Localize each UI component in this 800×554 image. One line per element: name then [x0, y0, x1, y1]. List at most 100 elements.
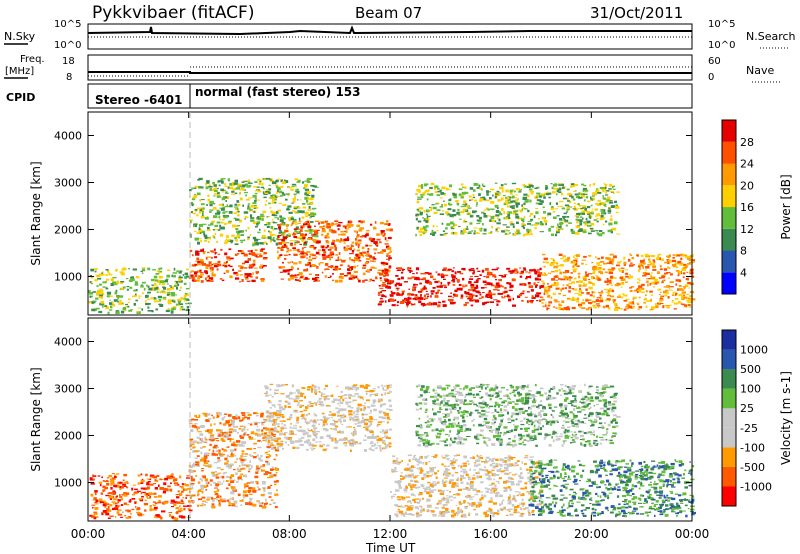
- x-tick-label: 12:00: [373, 527, 408, 541]
- colorbar-tick-label: 4: [740, 266, 747, 279]
- data-region: [377, 267, 545, 308]
- colorbar-tick-label: 24: [740, 158, 754, 171]
- colorbar-frame: [721, 119, 737, 295]
- data-region: [89, 473, 193, 521]
- colorbar-swatch: [722, 427, 736, 448]
- power-heatmap: [88, 177, 696, 315]
- colorbar-tick-label: 8: [740, 245, 747, 258]
- x-tick-label: 04:00: [171, 527, 206, 541]
- x-tick-label: 08:00: [272, 527, 307, 541]
- colorbar-tick-label: 25: [740, 402, 754, 415]
- x-tick-label: 00:00: [71, 527, 106, 541]
- freq-trace: [88, 71, 692, 74]
- x-tick-label: 20:00: [574, 527, 609, 541]
- y-tick-label: 1000: [54, 270, 82, 283]
- y-tick-label: 2000: [54, 429, 82, 442]
- colorbar-tick-label: -1000: [740, 480, 772, 493]
- time-axis: 00:00 04:00 08:00 12:00 16:00 20:00 00:00: [71, 112, 710, 541]
- data-region: [415, 182, 621, 237]
- date-title: 31/Oct/2011: [590, 4, 683, 22]
- freq-tick-high: 18: [62, 56, 75, 67]
- colorbar-swatch: [722, 272, 736, 295]
- colorbar-swatch: [722, 486, 736, 506]
- freq-label: Freq.: [20, 54, 45, 65]
- colorbar-swatch: [722, 466, 736, 487]
- colorbar-tick-label: 500: [740, 363, 761, 376]
- colorbar-swatch: [722, 408, 736, 428]
- data-region: [188, 412, 281, 509]
- colorbar-swatch: [722, 185, 736, 208]
- colorbar-tick-label: 20: [740, 179, 754, 192]
- colorbar-swatch: [722, 141, 736, 164]
- nave-tick-low: 0: [708, 72, 714, 83]
- beam-title: Beam 07: [355, 4, 422, 22]
- velocity-colorbar: 1000 500 100 25 -25 -100 -500 -1000: [721, 329, 772, 507]
- noise-tick-high-right: 10^5: [708, 19, 735, 30]
- data-region: [188, 177, 319, 247]
- time-axis-label: Time UT: [365, 541, 416, 554]
- data-region: [88, 267, 192, 315]
- colorbar-swatch: [722, 369, 736, 389]
- velocity-y-label: Slant Range [km]: [29, 367, 43, 471]
- nave-label: Nave: [746, 64, 774, 77]
- nave-tick-high: 60: [708, 56, 721, 67]
- colorbar-tick-label: 12: [740, 223, 754, 236]
- y-tick-label: 3000: [54, 176, 82, 189]
- cpid-mode-stereo: Stereo -6401: [95, 93, 182, 107]
- velocity-heatmap: [89, 383, 696, 521]
- noise-panel: N.Sky 10^5 10^0 10^5 10^0 N.Search: [4, 19, 796, 51]
- noise-tick-high-left: 10^5: [54, 19, 81, 30]
- data-region: [390, 454, 545, 518]
- station-title: Pykkvibaer (fitACF): [92, 3, 254, 23]
- x-tick-label: 00:00: [675, 527, 710, 541]
- x-tick-label: 16:00: [473, 527, 508, 541]
- colorbar-swatch: [722, 163, 736, 186]
- colorbar-swatch: [722, 349, 736, 370]
- data-region: [528, 459, 696, 518]
- nsearch-label: N.Search: [746, 30, 796, 43]
- nsky-trace: [87, 25, 692, 36]
- colorbar-tick-label: 16: [740, 201, 754, 214]
- colorbar-tick-label: -500: [740, 461, 765, 474]
- velocity-colorbar-label: Velocity [m s-1]: [779, 371, 793, 465]
- colorbar-tick-label: -100: [740, 441, 765, 454]
- y-tick-label: 4000: [54, 129, 82, 142]
- colorbar-swatch: [722, 447, 736, 467]
- y-tick-label: 1000: [54, 476, 82, 489]
- cpid-panel-frame: [87, 83, 693, 109]
- power-colorbar: 28 24 20 16 12 8 4: [721, 119, 754, 295]
- colorbar-tick-label: -25: [740, 422, 758, 435]
- colorbar-swatch: [722, 250, 736, 273]
- cpid-label: CPID: [6, 91, 35, 104]
- power-y-label: Slant Range [km]: [29, 161, 43, 265]
- colorbar-swatch: [722, 388, 736, 409]
- data-region: [188, 248, 268, 283]
- noise-tick-low-right: 10^0: [708, 40, 735, 51]
- power-y-axis: 1000 2000 3000 4000: [54, 129, 692, 283]
- freq-unit: [MHz]: [5, 66, 34, 77]
- noise-tick-low-left: 10^0: [54, 40, 81, 51]
- colorbar-tick-label: 28: [740, 136, 754, 149]
- y-tick-label: 2000: [54, 223, 82, 236]
- data-region: [541, 253, 696, 311]
- colorbar-swatch: [722, 228, 736, 251]
- cpid-panel: CPID Stereo -6401 normal (fast stereo) 1…: [6, 83, 693, 109]
- velocity-y-axis: 1000 2000 3000 4000: [54, 335, 692, 489]
- cpid-mode-normal: normal (fast stereo) 153: [195, 85, 361, 99]
- data-region: [277, 220, 395, 283]
- y-tick-label: 3000: [54, 382, 82, 395]
- power-colorbar-label: Power [dB]: [779, 174, 793, 239]
- velocity-panel: 1000 2000 3000 4000 Slant Range [km] 1000 50…: [29, 317, 793, 522]
- colorbar-tick-label: 1000: [740, 344, 768, 357]
- colorbar-swatch: [722, 207, 736, 229]
- freq-panel: Freq. [MHz] 18 8 60 0 Nave: [4, 54, 780, 83]
- nsky-label: N.Sky: [4, 30, 36, 43]
- colorbar-tick-label: 100: [740, 383, 761, 396]
- data-region: [264, 383, 393, 452]
- colorbar-swatch: [722, 120, 736, 142]
- colorbar-swatch: [722, 330, 736, 350]
- data-region: [415, 383, 621, 448]
- power-panel: 1000 2000 3000 4000 Slant Range [km] 28 24 20…: [29, 111, 793, 316]
- colorbar-frame: [721, 329, 737, 507]
